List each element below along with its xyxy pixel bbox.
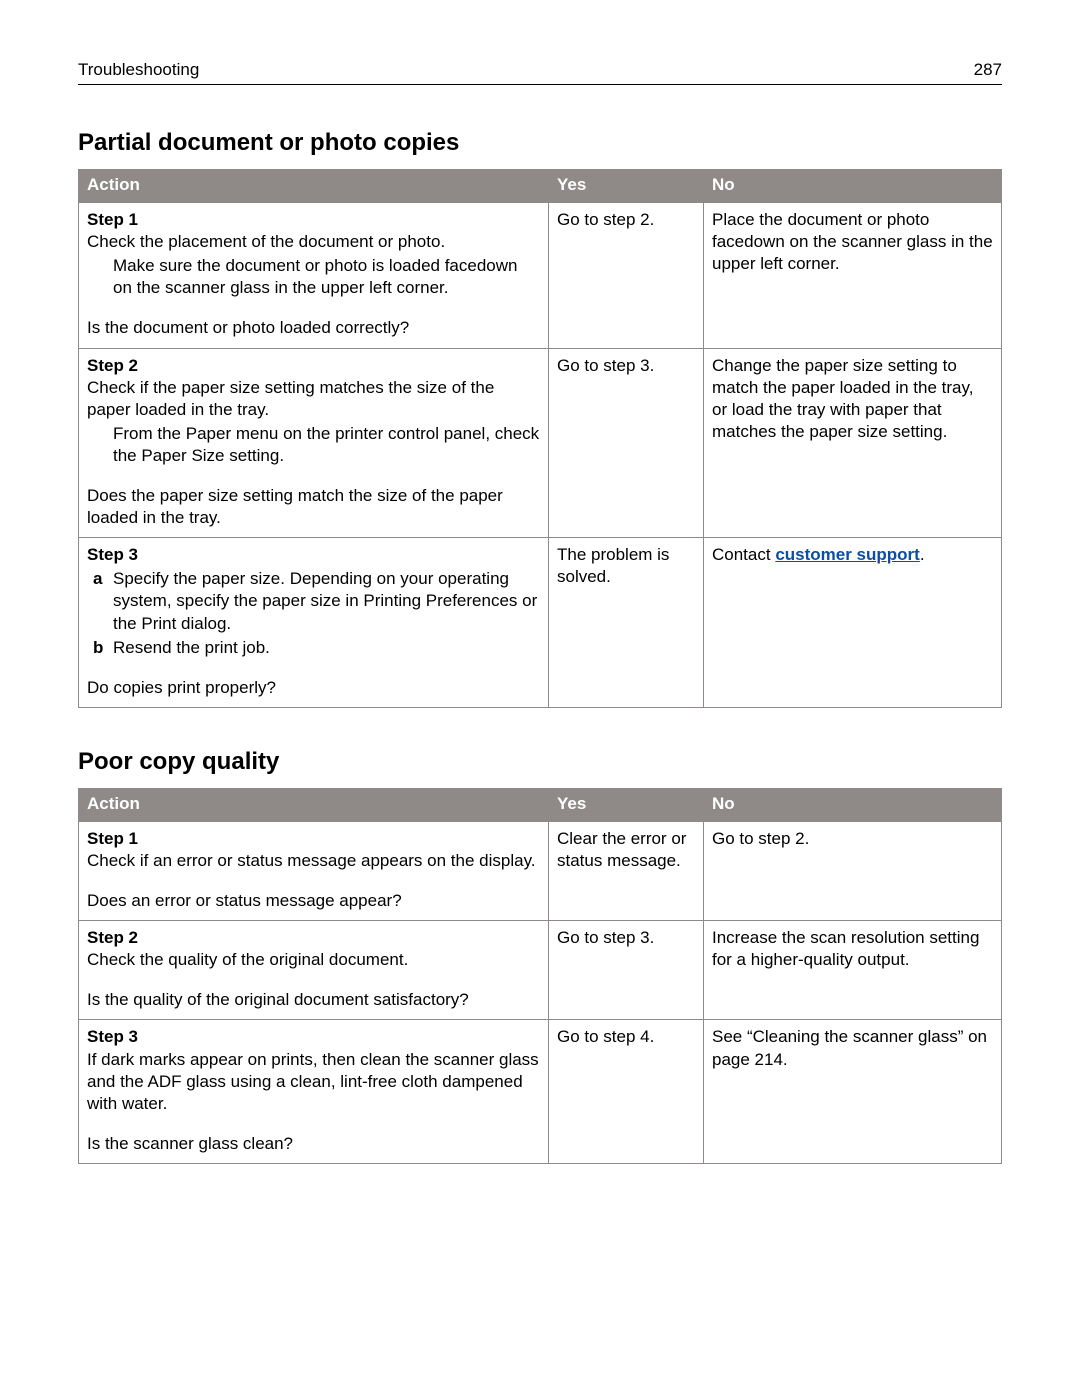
yes-cell: The problem is solved. — [549, 538, 704, 708]
col-yes: Yes — [549, 788, 704, 821]
step-label: Step 2 — [87, 355, 540, 377]
table-row: Step 1 Check the placement of the docume… — [79, 203, 1002, 348]
question-text: Is the scanner glass clean? — [87, 1133, 540, 1155]
question-text: Is the quality of the original document … — [87, 989, 540, 1011]
question-text: Does the paper size setting match the si… — [87, 485, 540, 529]
sub-item: b Resend the print job. — [87, 637, 540, 659]
step-label: Step 3 — [87, 1026, 540, 1048]
col-action: Action — [79, 788, 549, 821]
bullet-letter: b — [93, 637, 113, 659]
action-cell: Step 3 a Specify the paper size. Dependi… — [79, 538, 549, 708]
step-label: Step 3 — [87, 544, 540, 566]
col-yes: Yes — [549, 170, 704, 203]
action-detail: Make sure the document or photo is loade… — [87, 255, 540, 299]
yes-cell: Go to step 2. — [549, 203, 704, 348]
action-cell: Step 2 Check if the paper size setting m… — [79, 348, 549, 538]
page-header: Troubleshooting 287 — [78, 60, 1002, 85]
yes-cell: Go to step 3. — [549, 921, 704, 1020]
table-row: Step 1 Check if an error or status messa… — [79, 821, 1002, 920]
action-text: Check if an error or status message appe… — [87, 850, 540, 872]
yes-cell: Go to step 3. — [549, 348, 704, 538]
action-cell: Step 1 Check if an error or status messa… — [79, 821, 549, 920]
no-cell: See “Cleaning the scanner glass” on page… — [704, 1020, 1002, 1163]
no-cell: Change the paper size setting to match t… — [704, 348, 1002, 538]
bullet-text: Specify the paper size. Depending on you… — [113, 568, 540, 634]
action-text: Check if the paper size setting matches … — [87, 377, 540, 421]
bullet-letter: a — [93, 568, 113, 634]
sub-item: a Specify the paper size. Depending on y… — [87, 568, 540, 634]
action-text: Check the placement of the document or p… — [87, 231, 540, 253]
action-cell: Step 1 Check the placement of the docume… — [79, 203, 549, 348]
action-detail: From the Paper menu on the printer contr… — [87, 423, 540, 467]
section1-title: Partial document or photo copies — [78, 129, 1002, 157]
step-label: Step 1 — [87, 209, 540, 231]
section1-table: Action Yes No Step 1 Check the placement… — [78, 169, 1002, 708]
action-cell: Step 3 If dark marks appear on prints, t… — [79, 1020, 549, 1163]
col-no: No — [704, 170, 1002, 203]
col-action: Action — [79, 170, 549, 203]
table-header-row: Action Yes No — [79, 170, 1002, 203]
action-cell: Step 2 Check the quality of the original… — [79, 921, 549, 1020]
step-label: Step 1 — [87, 828, 540, 850]
action-text: Check the quality of the original docume… — [87, 949, 540, 971]
step-label: Step 2 — [87, 927, 540, 949]
section2-table: Action Yes No Step 1 Check if an error o… — [78, 788, 1002, 1164]
table-row: Step 2 Check if the paper size setting m… — [79, 348, 1002, 538]
page-number: 287 — [974, 60, 1002, 80]
no-cell: Contact customer support. — [704, 538, 1002, 708]
table-row: Step 3 a Specify the paper size. Dependi… — [79, 538, 1002, 708]
yes-cell: Go to step 4. — [549, 1020, 704, 1163]
table-header-row: Action Yes No — [79, 788, 1002, 821]
table-row: Step 3 If dark marks appear on prints, t… — [79, 1020, 1002, 1163]
action-text: If dark marks appear on prints, then cle… — [87, 1049, 540, 1115]
question-text: Does an error or status message appear? — [87, 890, 540, 912]
section2-title: Poor copy quality — [78, 748, 1002, 776]
bullet-text: Resend the print job. — [113, 637, 270, 659]
no-cell: Place the document or photo facedown on … — [704, 203, 1002, 348]
header-title: Troubleshooting — [78, 60, 199, 80]
customer-support-link[interactable]: customer support — [775, 545, 920, 564]
yes-cell: Clear the error or status message. — [549, 821, 704, 920]
no-cell: Increase the scan resolution setting for… — [704, 921, 1002, 1020]
document-page: Troubleshooting 287 Partial document or … — [0, 0, 1080, 1397]
col-no: No — [704, 788, 1002, 821]
question-text: Do copies print properly? — [87, 677, 540, 699]
no-suffix: . — [920, 545, 925, 564]
table-row: Step 2 Check the quality of the original… — [79, 921, 1002, 1020]
no-cell: Go to step 2. — [704, 821, 1002, 920]
question-text: Is the document or photo loaded correctl… — [87, 317, 540, 339]
no-prefix: Contact — [712, 545, 775, 564]
